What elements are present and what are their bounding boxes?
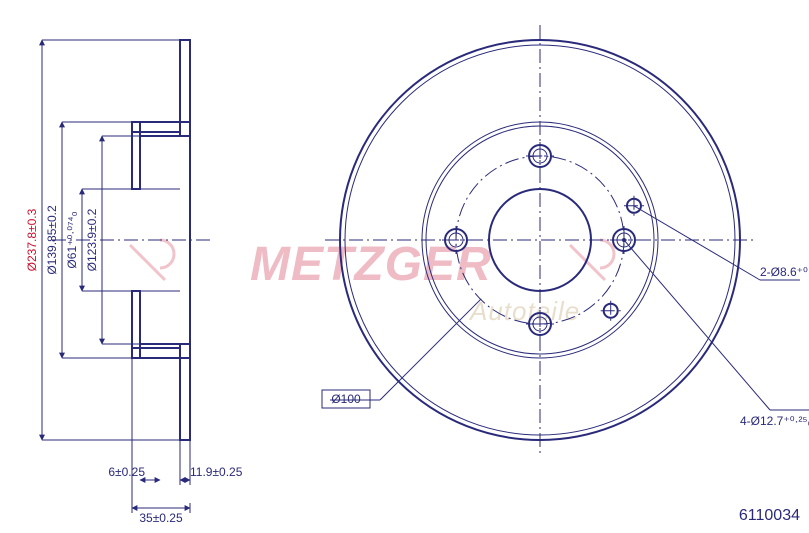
- dimension-label: Ø139.85±0.2: [45, 205, 59, 275]
- dimension-label: 11.9±0.25: [190, 465, 243, 479]
- dimension-label: 6±0.25: [108, 465, 145, 479]
- dimension-label: Ø61⁺⁰·⁰⁷⁴₀: [65, 211, 79, 268]
- dimension-label: 35±0.25: [139, 511, 183, 525]
- part-number: 6110034: [739, 507, 800, 524]
- dimension-label: Ø237.8±0.3: [25, 208, 39, 271]
- svg-text:METZGER: METZGER: [250, 238, 492, 291]
- callout-small-holes: 2-Ø8.6⁺⁰·²⁵₀: [760, 265, 809, 279]
- callout-bolt-holes: 4-Ø12.7⁺⁰·²⁵₀: [740, 414, 809, 428]
- callout-bolt-circle: Ø100: [331, 392, 361, 406]
- dimension-label: Ø123.9±0.2: [85, 208, 99, 271]
- svg-text:Autoteile: Autoteile: [468, 296, 580, 326]
- left-view-section: Ø237.8±0.3 Ø139.85±0.2 Ø61⁺⁰·⁰⁷⁴₀ Ø123.9±0.…: [25, 40, 270, 525]
